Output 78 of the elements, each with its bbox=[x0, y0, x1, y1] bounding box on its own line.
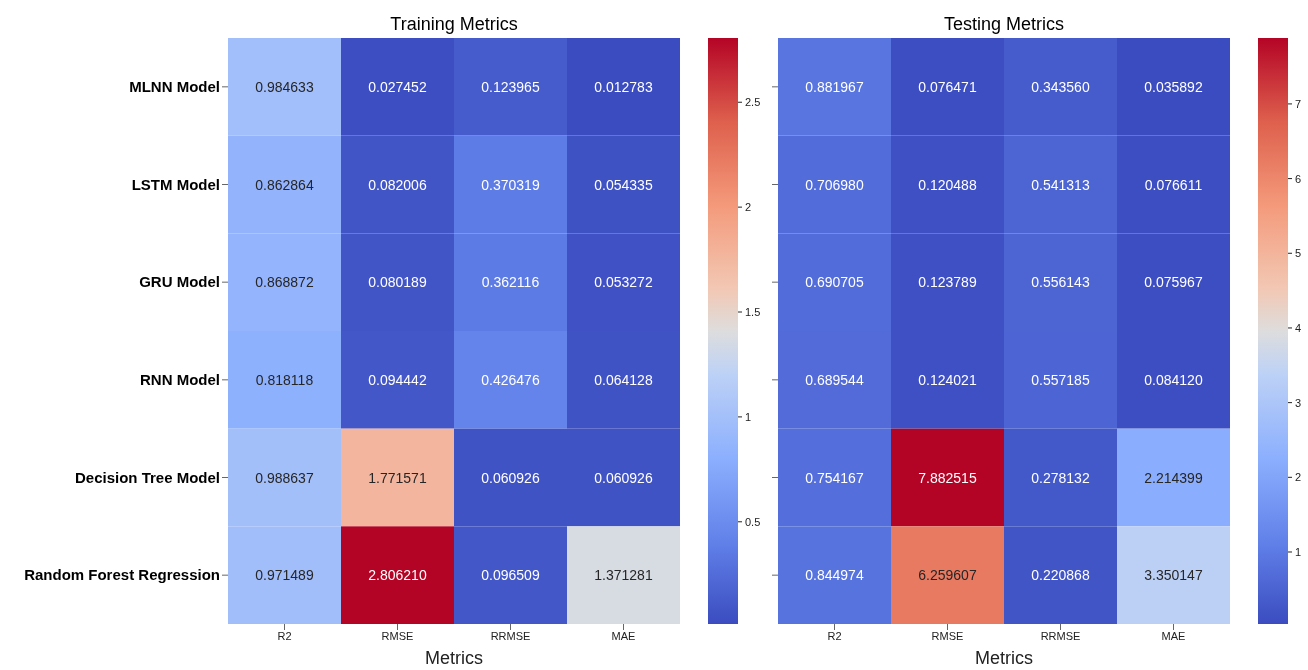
data-label: 0.706980 bbox=[805, 176, 864, 193]
data-label: 1.771571 bbox=[368, 469, 427, 486]
data-label: 2.214399 bbox=[1144, 469, 1203, 486]
data-label: 0.120488 bbox=[918, 176, 977, 193]
data-label: 1.371281 bbox=[594, 567, 653, 584]
data-label: 0.053272 bbox=[594, 274, 653, 291]
data-label: 0.123965 bbox=[481, 78, 540, 95]
y-tick-label: MLNN Model bbox=[129, 78, 220, 96]
data-label: 0.054335 bbox=[594, 176, 653, 193]
data-label: 0.076611 bbox=[1144, 176, 1203, 193]
data-label: 0.689544 bbox=[805, 371, 864, 388]
data-label: 0.094442 bbox=[368, 371, 427, 388]
x-tick-label: MAE bbox=[1161, 629, 1186, 642]
data-label: 6.259607 bbox=[918, 567, 977, 584]
y-tick-label: GRU Model bbox=[139, 273, 220, 291]
data-label: 3.350147 bbox=[1144, 567, 1203, 584]
color-bar-label: 1 bbox=[1295, 546, 1302, 558]
data-label: 0.984633 bbox=[255, 78, 314, 95]
x-axis-title: Metrics bbox=[425, 648, 483, 668]
y-tick-label: RNN Model bbox=[140, 371, 220, 389]
data-label: 0.426476 bbox=[481, 371, 540, 388]
data-label: 0.971489 bbox=[255, 567, 314, 584]
data-label: 0.988637 bbox=[255, 469, 314, 486]
data-label: 0.084120 bbox=[1144, 371, 1203, 388]
data-label: 0.754167 bbox=[805, 469, 864, 486]
data-label: 0.844974 bbox=[805, 567, 864, 584]
data-label: 0.343560 bbox=[1031, 78, 1090, 95]
data-label: 0.124021 bbox=[918, 371, 977, 388]
data-label: 0.060926 bbox=[594, 469, 653, 486]
color-bar-label: 3 bbox=[1295, 396, 1302, 409]
data-label: 0.075967 bbox=[1144, 274, 1203, 291]
x-axis-title: Metrics bbox=[975, 648, 1033, 668]
x-tick-label: RMSE bbox=[381, 629, 414, 642]
color-bar-label: 2 bbox=[745, 201, 752, 214]
x-tick-label: RRMSE bbox=[490, 629, 531, 642]
data-label: 0.096509 bbox=[481, 567, 540, 584]
color-bar-label: 5 bbox=[1295, 247, 1302, 260]
y-tick-label: Random Forest Regression bbox=[24, 566, 220, 584]
x-tick-label: R2 bbox=[277, 629, 292, 642]
chart-title: Training Metrics bbox=[389, 14, 519, 35]
data-label: 0.868872 bbox=[255, 274, 314, 291]
data-label: 0.080189 bbox=[368, 274, 427, 291]
x-tick-label: RMSE bbox=[931, 629, 964, 642]
data-label: 0.076471 bbox=[918, 78, 977, 95]
data-label: 0.370319 bbox=[481, 176, 540, 193]
data-label: 0.881967 bbox=[805, 78, 864, 95]
data-label: 0.082006 bbox=[368, 176, 427, 193]
data-label: 0.060926 bbox=[481, 469, 540, 486]
data-label: 7.882515 bbox=[918, 469, 977, 486]
data-label: 0.064128 bbox=[594, 371, 653, 388]
y-tick-label: Decision Tree Model bbox=[74, 468, 220, 486]
color-bar-label: 2.5 bbox=[745, 96, 761, 109]
y-tick-label: LSTM Model bbox=[131, 175, 220, 193]
data-label: 0.541313 bbox=[1031, 176, 1090, 193]
color-bar-label: 4 bbox=[1295, 321, 1302, 334]
color-bar-label: 2 bbox=[1295, 471, 1302, 484]
color-bar-label: 1 bbox=[745, 410, 752, 423]
color-bar-label: 1.5 bbox=[745, 306, 761, 319]
data-label: 0.818118 bbox=[255, 371, 314, 388]
data-label: 0.278132 bbox=[1031, 469, 1090, 486]
data-label: 0.556143 bbox=[1031, 274, 1090, 291]
x-tick-label: MAE bbox=[611, 629, 636, 642]
data-label: 2.806210 bbox=[368, 567, 427, 584]
data-label: 0.035892 bbox=[1144, 78, 1203, 95]
color-bar-label: 6 bbox=[1295, 172, 1302, 185]
data-label: 0.027452 bbox=[368, 78, 427, 95]
data-label: 0.362116 bbox=[481, 274, 540, 291]
data-label: 0.123789 bbox=[918, 274, 977, 291]
data-label: 0.557185 bbox=[1031, 371, 1090, 388]
color-bar-label: 7 bbox=[1295, 97, 1302, 110]
data-label: 0.220868 bbox=[1031, 567, 1090, 584]
x-tick-label: RRMSE bbox=[1040, 629, 1081, 642]
color-bar-label: 0.5 bbox=[745, 515, 761, 528]
data-label: 0.012783 bbox=[594, 78, 653, 95]
data-label: 0.862864 bbox=[255, 176, 314, 193]
chart-title: Testing Metrics bbox=[942, 14, 1065, 35]
x-tick-label: R2 bbox=[827, 629, 842, 642]
data-label: 0.690705 bbox=[805, 274, 864, 291]
